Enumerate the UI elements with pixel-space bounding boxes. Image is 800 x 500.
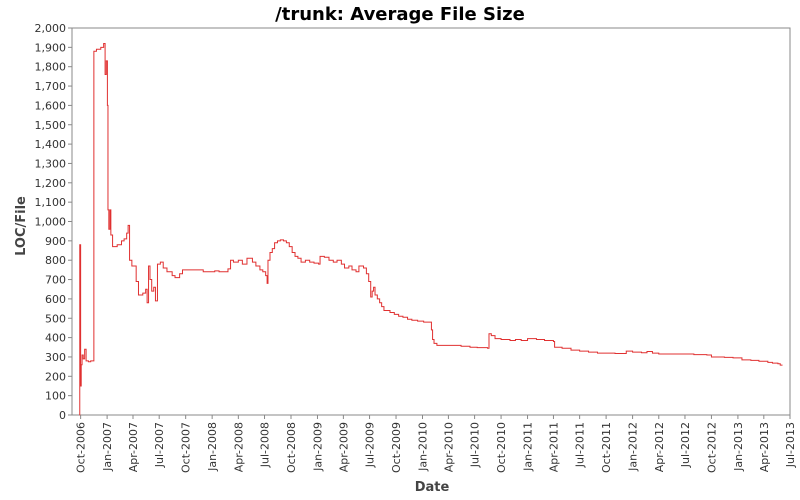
chart-title: /trunk: Average File Size	[275, 4, 525, 25]
y-tick-label: 1,500	[35, 119, 67, 132]
plot-layer: 0 100 200 300 400 500 600 700 800 900 1,000 1,100 1,…	[35, 22, 798, 473]
y-axis-title-group: LOC/File	[14, 196, 29, 256]
x-tick-label: Jul-2010	[469, 422, 482, 468]
y-tick-label: 900	[45, 235, 66, 248]
y-tick-label: 0	[59, 409, 66, 422]
x-tick-label: Apr-2010	[442, 422, 455, 472]
y-tick-label: 300	[45, 351, 66, 364]
y-tick-label: 500	[45, 312, 66, 325]
y-tick-label: 1,800	[35, 61, 67, 74]
y-tick-label: 400	[45, 332, 66, 345]
x-tick-label: Oct-2012	[705, 422, 718, 473]
x-tick-label: Jan-2009	[311, 422, 324, 472]
y-tick-label: 200	[45, 370, 66, 383]
series-line	[79, 42, 783, 416]
y-tick-label: 1,300	[35, 157, 67, 170]
y-tick-label: 1,400	[35, 138, 67, 151]
y-tick-label: 700	[45, 274, 66, 287]
x-tick-label: Jan-2011	[522, 422, 535, 472]
x-tick-label: Apr-2007	[127, 422, 140, 472]
x-tick-label: Oct-2010	[495, 422, 508, 473]
x-tick-label: Jul-2009	[364, 422, 377, 468]
y-tick-label: 2,000	[35, 22, 67, 35]
x-tick-label: Apr-2012	[653, 422, 666, 472]
y-tick-label: 100	[45, 390, 66, 403]
x-tick-label: Jan-2010	[417, 422, 430, 472]
x-tick-label: Jul-2012	[679, 422, 692, 468]
x-tick-label: Oct-2007	[180, 422, 193, 473]
y-tick-label: 1,900	[35, 41, 67, 54]
x-axis-title: Date	[415, 480, 450, 495]
x-tick-label: Jan-2007	[101, 422, 114, 472]
x-tick-label: Jan-2012	[627, 422, 640, 472]
x-tick-label: Jan-2008	[206, 422, 219, 472]
x-tick-label: Oct-2009	[390, 422, 403, 473]
y-tick-label: 600	[45, 293, 66, 306]
y-axis-title: LOC/File	[14, 196, 29, 256]
y-tick-label: 1,700	[35, 80, 67, 93]
x-tick-label: Jul-2008	[259, 422, 272, 468]
x-tick-label: Oct-2008	[285, 422, 298, 473]
y-tick-label: 800	[45, 254, 66, 267]
y-tick-label: 1,200	[35, 177, 67, 190]
x-tick-label: Jul-2013	[784, 422, 797, 468]
x-tick-label: Jul-2011	[574, 422, 587, 468]
x-tick-label: Apr-2011	[547, 422, 560, 472]
plot-border	[71, 27, 791, 416]
x-tick-label: Jan-2013	[732, 422, 745, 472]
y-tick-label: 1,600	[35, 99, 67, 112]
y-tick-label: 1,100	[35, 196, 67, 209]
x-tick-label: Apr-2013	[758, 422, 771, 472]
x-tick-label: Jul-2007	[153, 422, 166, 468]
x-tick-label: Oct-2011	[600, 422, 613, 473]
x-tick-label: Apr-2008	[232, 422, 245, 472]
x-tick-label: Apr-2009	[337, 422, 350, 472]
y-tick-label: 1,000	[35, 216, 67, 229]
x-tick-label: Oct-2006	[75, 422, 88, 473]
